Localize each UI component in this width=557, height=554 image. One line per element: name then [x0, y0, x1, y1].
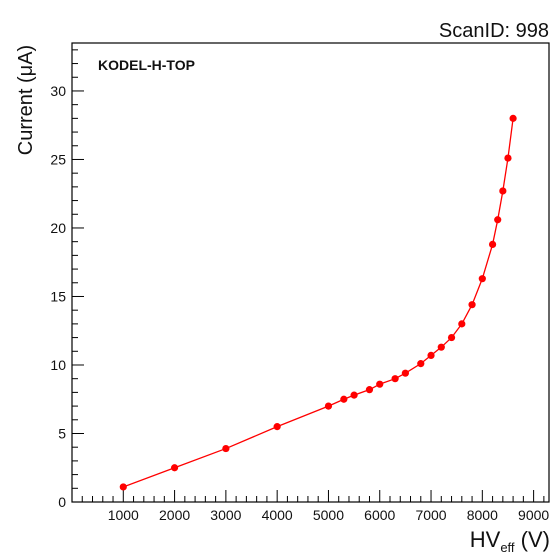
data-point	[427, 351, 435, 359]
data-point	[458, 320, 466, 328]
plot-frame	[71, 42, 550, 503]
y-tick-label: 25	[50, 151, 66, 167]
data-point	[222, 444, 230, 453]
data-point	[170, 464, 179, 472]
y-axis-label: Current (μA)	[15, 45, 37, 155]
data-point	[504, 154, 512, 162]
data-point	[365, 386, 374, 394]
series-line	[123, 118, 514, 488]
axis-ticks: 1000 2000 3000 4000 5000 6000 7000 8000 9000 0 5 10…	[50, 49, 549, 523]
data-point	[324, 402, 333, 410]
x-tick-label: 8000	[467, 507, 498, 523]
y-tick-label: 20	[50, 220, 66, 236]
data-point	[447, 333, 456, 342]
data-point	[468, 301, 476, 309]
data-point	[273, 423, 281, 431]
data-series	[119, 114, 517, 491]
plot-frame-rect	[71, 42, 550, 503]
data-point	[350, 391, 358, 399]
x-tick-label: 1000	[108, 507, 139, 523]
x-axis-label-subscript: eff	[500, 540, 515, 554]
x-tick-label: 7000	[415, 507, 446, 523]
x-axis-label-unit: (V)	[515, 527, 550, 552]
data-point	[488, 240, 497, 249]
x-axis-label-main: HV	[470, 527, 501, 552]
y-tick-label: 30	[50, 83, 66, 99]
data-point	[494, 216, 502, 224]
data-point	[499, 187, 507, 195]
x-tick-label: 3000	[210, 507, 241, 523]
data-point	[437, 343, 445, 351]
y-tick-label: 15	[50, 288, 66, 304]
scan-id-label: ScanID: 998	[439, 20, 549, 42]
data-point	[478, 275, 486, 283]
data-point	[119, 483, 127, 491]
plot-annotation: KODEL-H-TOP	[98, 57, 195, 73]
data-point	[509, 114, 517, 122]
data-point	[391, 375, 399, 383]
data-point	[401, 369, 409, 377]
y-tick-label: 10	[50, 357, 66, 373]
x-tick-label: 5000	[313, 507, 344, 523]
x-axis-label: HVeff (V)	[470, 527, 550, 554]
data-point	[340, 395, 348, 403]
data-point	[376, 380, 384, 388]
x-tick-label: 2000	[159, 507, 190, 523]
x-tick-label: 9000	[518, 507, 549, 523]
x-tick-label: 4000	[262, 507, 293, 523]
y-tick-label: 0	[58, 494, 66, 510]
data-point	[417, 360, 425, 368]
x-tick-label: 6000	[364, 507, 395, 523]
y-tick-label: 5	[58, 425, 66, 441]
